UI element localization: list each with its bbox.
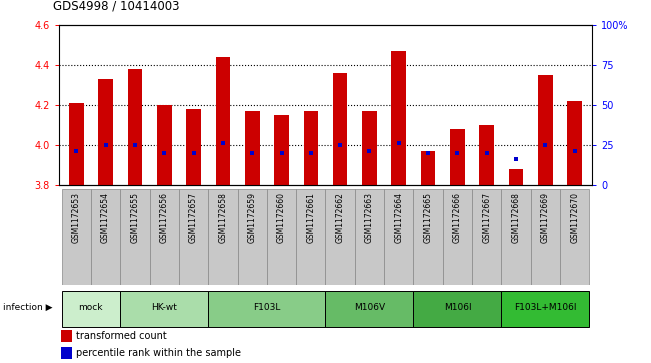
FancyBboxPatch shape — [120, 290, 208, 327]
FancyBboxPatch shape — [355, 189, 384, 285]
Bar — [568, 101, 582, 185]
Bar — [69, 103, 83, 185]
FancyBboxPatch shape — [501, 189, 531, 285]
Text: GSM1172670: GSM1172670 — [570, 192, 579, 242]
Bar — [450, 129, 465, 185]
Text: GSM1172657: GSM1172657 — [189, 192, 198, 242]
Text: infection ▶: infection ▶ — [3, 303, 53, 312]
Text: GSM1172655: GSM1172655 — [130, 192, 139, 242]
Bar — [245, 111, 260, 185]
Bar — [215, 57, 230, 185]
Text: GSM1172658: GSM1172658 — [218, 192, 227, 242]
Text: GSM1172668: GSM1172668 — [512, 192, 521, 242]
FancyBboxPatch shape — [150, 189, 179, 285]
FancyBboxPatch shape — [384, 189, 413, 285]
Bar — [391, 52, 406, 185]
Text: HK-wt: HK-wt — [151, 303, 177, 312]
Text: GSM1172660: GSM1172660 — [277, 192, 286, 242]
FancyBboxPatch shape — [91, 189, 120, 285]
Text: transformed count: transformed count — [76, 331, 167, 341]
FancyBboxPatch shape — [326, 290, 413, 327]
Text: GSM1172665: GSM1172665 — [424, 192, 433, 242]
Bar — [538, 76, 553, 185]
FancyBboxPatch shape — [179, 189, 208, 285]
Text: F103L+M106I: F103L+M106I — [514, 303, 577, 312]
Text: GSM1172662: GSM1172662 — [336, 192, 344, 242]
Bar — [61, 330, 72, 342]
Bar — [274, 115, 289, 185]
FancyBboxPatch shape — [472, 189, 501, 285]
FancyBboxPatch shape — [267, 189, 296, 285]
Text: GSM1172667: GSM1172667 — [482, 192, 492, 242]
FancyBboxPatch shape — [560, 189, 589, 285]
Text: F103L: F103L — [253, 303, 281, 312]
Bar — [421, 151, 436, 185]
FancyBboxPatch shape — [531, 189, 560, 285]
FancyBboxPatch shape — [120, 189, 150, 285]
FancyBboxPatch shape — [443, 189, 472, 285]
Text: GSM1172661: GSM1172661 — [307, 192, 315, 242]
Text: GSM1172654: GSM1172654 — [101, 192, 110, 242]
Bar — [303, 111, 318, 185]
FancyBboxPatch shape — [238, 189, 267, 285]
FancyBboxPatch shape — [208, 189, 238, 285]
Bar — [333, 73, 348, 185]
FancyBboxPatch shape — [208, 290, 326, 327]
FancyBboxPatch shape — [326, 189, 355, 285]
FancyBboxPatch shape — [296, 189, 326, 285]
Text: GSM1172653: GSM1172653 — [72, 192, 81, 242]
Text: percentile rank within the sample: percentile rank within the sample — [76, 348, 242, 358]
FancyBboxPatch shape — [62, 290, 120, 327]
Text: M106I: M106I — [444, 303, 471, 312]
Text: GSM1172669: GSM1172669 — [541, 192, 550, 242]
Bar — [157, 105, 171, 185]
Text: GSM1172663: GSM1172663 — [365, 192, 374, 242]
Bar — [61, 347, 72, 359]
Text: GSM1172656: GSM1172656 — [159, 192, 169, 242]
Text: GSM1172664: GSM1172664 — [395, 192, 404, 242]
Text: M106V: M106V — [354, 303, 385, 312]
Text: GDS4998 / 10414003: GDS4998 / 10414003 — [53, 0, 180, 13]
Bar — [362, 111, 377, 185]
FancyBboxPatch shape — [413, 290, 501, 327]
Text: mock: mock — [79, 303, 103, 312]
Bar — [98, 79, 113, 185]
FancyBboxPatch shape — [62, 189, 91, 285]
Text: GSM1172666: GSM1172666 — [453, 192, 462, 242]
FancyBboxPatch shape — [501, 290, 589, 327]
Bar — [509, 169, 523, 185]
Bar — [186, 109, 201, 185]
Bar — [128, 69, 142, 185]
Bar — [480, 125, 494, 185]
FancyBboxPatch shape — [413, 189, 443, 285]
Text: GSM1172659: GSM1172659 — [247, 192, 256, 242]
